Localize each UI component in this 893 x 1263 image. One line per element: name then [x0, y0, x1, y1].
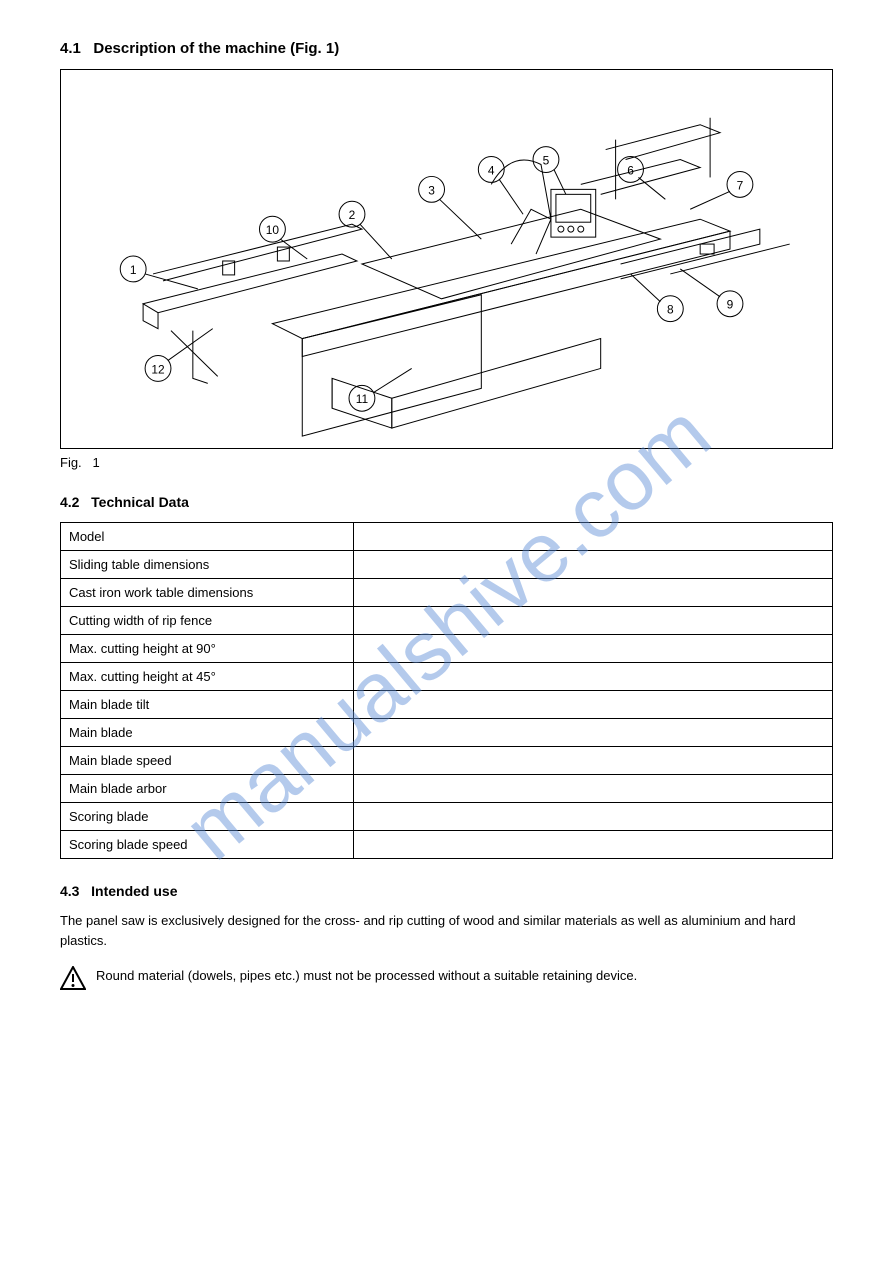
table-row: Sliding table dimensions	[61, 551, 833, 579]
spec-label: Main blade speed	[61, 747, 354, 775]
table-row: Scoring blade speed	[61, 831, 833, 859]
warning-icon	[60, 966, 86, 995]
svg-text:2: 2	[349, 208, 356, 222]
table-row: Scoring blade	[61, 803, 833, 831]
spec-value	[354, 719, 833, 747]
machine-diagram: 1 12 2 3 4 5 6 7 9 8	[61, 70, 832, 448]
spec-value	[354, 663, 833, 691]
figure-caption-number: 1	[93, 455, 100, 470]
svg-text:4: 4	[488, 163, 495, 177]
spec-label: Scoring blade	[61, 803, 354, 831]
spec-label: Max. cutting height at 45°	[61, 663, 354, 691]
svg-text:10: 10	[266, 223, 280, 237]
section-number: 4.1	[60, 40, 81, 57]
spec-value	[354, 691, 833, 719]
spec-value	[354, 635, 833, 663]
svg-text:8: 8	[667, 303, 674, 317]
spec-value	[354, 551, 833, 579]
svg-text:7: 7	[737, 178, 744, 192]
section-heading-4-1: 4.1 Description of the machine (Fig. 1)	[60, 40, 833, 57]
svg-text:5: 5	[543, 154, 550, 168]
svg-text:1: 1	[130, 263, 137, 277]
table-row: Main blade	[61, 719, 833, 747]
svg-text:12: 12	[151, 362, 165, 376]
spec-label: Cutting width of rip fence	[61, 607, 354, 635]
spec-value	[354, 803, 833, 831]
warning-row: Round material (dowels, pipes etc.) must…	[60, 966, 833, 995]
spec-label: Main blade tilt	[61, 691, 354, 719]
spec-value	[354, 747, 833, 775]
table-row: Main blade tilt	[61, 691, 833, 719]
warning-text: Round material (dowels, pipes etc.) must…	[96, 966, 637, 986]
table-row: Cutting width of rip fence	[61, 607, 833, 635]
table-row: Cast iron work table dimensions	[61, 579, 833, 607]
spec-value	[354, 523, 833, 551]
spec-value	[354, 775, 833, 803]
tech-data-number: 4.2	[60, 494, 79, 510]
table-row: Main blade speed	[61, 747, 833, 775]
spec-value	[354, 607, 833, 635]
svg-text:6: 6	[627, 163, 634, 177]
spec-label: Main blade arbor	[61, 775, 354, 803]
spec-label: Scoring blade speed	[61, 831, 354, 859]
spec-label: Max. cutting height at 90°	[61, 635, 354, 663]
spec-label: Cast iron work table dimensions	[61, 579, 354, 607]
intended-use-number: 4.3	[60, 883, 79, 899]
figure-1-box: 1 12 2 3 4 5 6 7 9 8	[60, 69, 833, 449]
intended-use-title: Intended use	[91, 883, 177, 899]
spec-table: Model Sliding table dimensions Cast iron…	[60, 522, 833, 859]
svg-text:9: 9	[727, 298, 734, 312]
spec-label: Sliding table dimensions	[61, 551, 354, 579]
svg-text:3: 3	[428, 183, 435, 197]
spec-value	[354, 579, 833, 607]
section-title: Description of the machine (Fig. 1)	[93, 40, 339, 57]
section-heading-4-3: 4.3 Intended use	[60, 883, 833, 899]
figure-1-caption: Fig. 1	[60, 455, 833, 470]
svg-text:11: 11	[356, 392, 369, 406]
intended-use-body: The panel saw is exclusively designed fo…	[60, 911, 833, 950]
table-row: Max. cutting height at 45°	[61, 663, 833, 691]
spec-label: Model	[61, 523, 354, 551]
spec-label: Main blade	[61, 719, 354, 747]
spec-value	[354, 831, 833, 859]
table-row: Main blade arbor	[61, 775, 833, 803]
table-row: Model	[61, 523, 833, 551]
figure-caption-prefix: Fig.	[60, 455, 82, 470]
section-heading-4-2: 4.2 Technical Data	[60, 494, 833, 510]
tech-data-title: Technical Data	[91, 494, 189, 510]
table-row: Max. cutting height at 90°	[61, 635, 833, 663]
